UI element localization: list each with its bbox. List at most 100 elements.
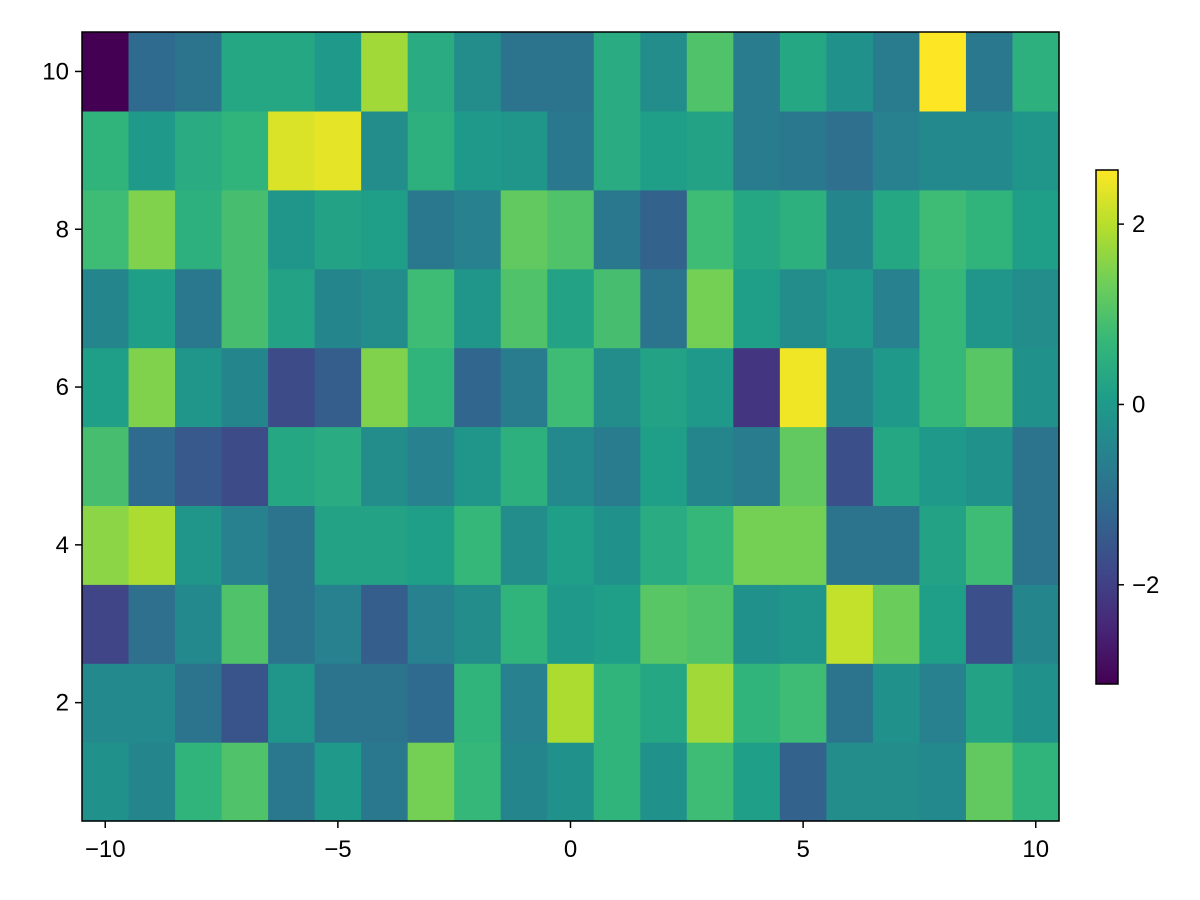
- y-tick-label: 2: [56, 690, 69, 717]
- heatmap-cell: [593, 347, 641, 428]
- heatmap-cell: [686, 347, 734, 428]
- heatmap-cell: [640, 505, 688, 585]
- heatmap-cell: [221, 742, 269, 822]
- heatmap-cell: [686, 189, 734, 270]
- heatmap-cell: [314, 347, 362, 428]
- colorbar: −2 0 2: [1095, 169, 1159, 685]
- heatmap-cell: [1012, 268, 1060, 349]
- heatmap-cell: [268, 110, 316, 191]
- heatmap-cell: [919, 426, 967, 506]
- heatmap-cell: [500, 347, 548, 428]
- x-tick-label: 5: [796, 836, 809, 863]
- heatmap-cell: [221, 505, 269, 585]
- heatmap-cell: [268, 268, 316, 349]
- heatmap-cell: [826, 347, 874, 428]
- heatmap-cell: [919, 584, 967, 664]
- heatmap-cell: [640, 663, 688, 743]
- heatmap-cell: [454, 742, 502, 822]
- heatmap-cell: [407, 189, 455, 270]
- heatmap-cell: [361, 584, 409, 664]
- heatmap-cell: [454, 32, 502, 112]
- heatmap-cell: [500, 584, 548, 664]
- heatmap-cell: [547, 663, 595, 743]
- heatmap-cell: [268, 663, 316, 743]
- heatmap-cell: [872, 110, 921, 191]
- heatmap-cell: [82, 268, 130, 349]
- heatmap-cell: [314, 426, 362, 506]
- heatmap-cell: [128, 426, 176, 506]
- y-axis: 2 4 6 8 10: [42, 58, 82, 717]
- heatmap-cell: [593, 663, 641, 743]
- heatmap-cell: [872, 584, 921, 664]
- heatmap-cell: [454, 268, 502, 349]
- heatmap-cell: [314, 505, 362, 585]
- heatmap-cell: [965, 347, 1014, 428]
- heatmap-cell: [640, 110, 688, 191]
- heatmap-cell: [1012, 110, 1060, 191]
- y-tick-label: 6: [56, 374, 69, 401]
- y-tick-label: 4: [56, 532, 69, 559]
- heatmap-cell: [686, 426, 734, 506]
- heatmap-cell: [733, 268, 781, 349]
- heatmap-cell: [640, 742, 688, 822]
- heatmap-cell: [454, 505, 502, 585]
- heatmap-cell: [128, 663, 176, 743]
- heatmap-cell: [1012, 663, 1060, 743]
- heatmap-cell: [826, 742, 874, 822]
- heatmap-cell: [128, 347, 176, 428]
- heatmap-cell: [221, 584, 269, 664]
- heatmap-cell: [826, 426, 874, 506]
- colorbar-tick-label: 2: [1132, 211, 1145, 238]
- heatmap-cell: [547, 110, 595, 191]
- heatmap-cell: [547, 584, 595, 664]
- heatmap-cell: [733, 663, 781, 743]
- heatmap-cell: [1012, 584, 1060, 664]
- heatmap-cell: [872, 189, 921, 270]
- heatmap-cell: [872, 347, 921, 428]
- heatmap-cell: [965, 268, 1014, 349]
- heatmap-cell: [221, 268, 269, 349]
- heatmap-cell: [640, 426, 688, 506]
- heatmap-cell: [965, 32, 1014, 112]
- heatmap-cell: [919, 110, 967, 191]
- heatmap-cell: [128, 584, 176, 664]
- heatmap-cell: [872, 663, 921, 743]
- heatmap-cell: [547, 268, 595, 349]
- heatmap-cell: [872, 742, 921, 822]
- heatmap-cell: [547, 742, 595, 822]
- heatmap-cell: [919, 189, 967, 270]
- heatmap-cell: [500, 663, 548, 743]
- heatmap-cell: [268, 32, 316, 112]
- heatmap-cell: [268, 742, 316, 822]
- heatmap-cell: [361, 663, 409, 743]
- heatmap-cell: [128, 742, 176, 822]
- heatmap-cell: [407, 32, 455, 112]
- heatmap-cell: [826, 584, 874, 664]
- heatmap-cell: [221, 110, 269, 191]
- heatmap-cell: [361, 347, 409, 428]
- heatmap-cell: [640, 32, 688, 112]
- heatmap-cell: [221, 426, 269, 506]
- heatmap-cell: [361, 268, 409, 349]
- heatmap-cell: [500, 110, 548, 191]
- heatmap-cell: [175, 742, 223, 822]
- heatmap-cell: [128, 268, 176, 349]
- heatmap-cell: [500, 268, 548, 349]
- heatmap-cell: [733, 505, 781, 585]
- heatmap-cell: [640, 189, 688, 270]
- heatmap-cell: [1012, 347, 1060, 428]
- heatmap-cell: [919, 32, 967, 112]
- heatmap-cell: [1012, 189, 1060, 270]
- heatmap-cell: [919, 663, 967, 743]
- heatmap-cell: [361, 110, 409, 191]
- heatmap-cell: [733, 32, 781, 112]
- heatmap-cell: [686, 505, 734, 585]
- heatmap-cell: [82, 426, 130, 506]
- heatmap-cell: [221, 347, 269, 428]
- heatmap-cell: [314, 663, 362, 743]
- heatmap-cell: [407, 742, 455, 822]
- colorbar-tick-label: 0: [1132, 391, 1145, 418]
- heatmap-cell: [640, 584, 688, 664]
- heatmap-cell: [593, 32, 641, 112]
- heatmap-cell: [407, 505, 455, 585]
